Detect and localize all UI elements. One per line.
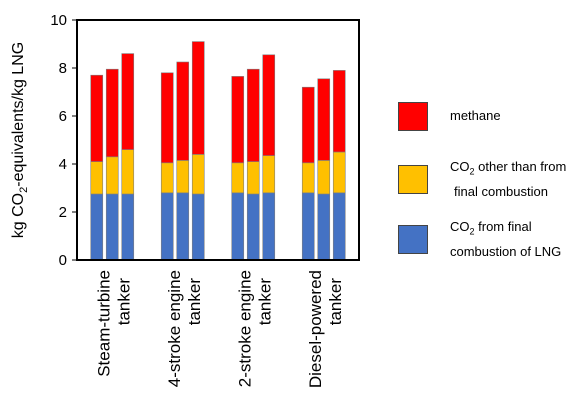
bar-segment-methane bbox=[246, 68, 260, 162]
bar-segment-co2-other bbox=[176, 160, 190, 194]
category-label: Diesel-poweredtanker bbox=[306, 270, 345, 388]
bars-group bbox=[90, 41, 346, 261]
bar-segment-co2-other bbox=[317, 160, 331, 195]
y-axis-label: kg CO2-equivalents/kg LNG bbox=[10, 42, 30, 238]
bar-segment-methane bbox=[105, 68, 119, 158]
bar-segment-co2-final bbox=[301, 192, 315, 261]
category-label-line1: Diesel-powered bbox=[306, 270, 325, 388]
bar-segment-co2-final bbox=[332, 192, 346, 261]
category-label: 4-stroke enginetanker bbox=[165, 270, 204, 387]
legend-co2-final-post: from final bbox=[474, 219, 532, 234]
bar-segment-co2-other bbox=[105, 156, 119, 195]
bar-segment-co2-final bbox=[231, 192, 245, 261]
bar-segment-methane bbox=[191, 41, 205, 155]
category-label: 2-stroke enginetanker bbox=[235, 270, 274, 387]
plot-frame bbox=[76, 19, 360, 261]
bar-segment-co2-final bbox=[317, 193, 331, 261]
legend-label-co2-other: CO2 other than from final combustion bbox=[450, 157, 584, 202]
bar-segment-methane bbox=[231, 76, 245, 164]
bar-segment-methane bbox=[332, 70, 346, 153]
legend-swatch-co2-other bbox=[398, 165, 428, 194]
bar-segment-co2-final bbox=[176, 192, 190, 261]
category-label-line1: 4-stroke engine bbox=[165, 270, 184, 387]
y-tick-label: 10 bbox=[50, 12, 67, 29]
bar-segment-methane bbox=[160, 72, 174, 164]
bar-segment-methane bbox=[262, 54, 276, 156]
legend-label-methane: methane bbox=[450, 106, 584, 126]
legend-methane-text: methane bbox=[450, 108, 501, 123]
legend-swatch-co2-final bbox=[398, 225, 428, 254]
bar-segment-co2-final bbox=[262, 192, 276, 261]
y-tick-label: 4 bbox=[59, 156, 67, 173]
legend-co2-other-pre: CO bbox=[450, 159, 470, 174]
category-label-line1: Steam-turbine bbox=[94, 270, 113, 377]
legend-co2-other-post: other than from bbox=[474, 159, 567, 174]
bar-segment-co2-other bbox=[160, 162, 174, 194]
category-label: Steam-turbinetanker bbox=[94, 270, 133, 377]
bar-segment-co2-final bbox=[191, 193, 205, 261]
bar-segment-co2-final bbox=[105, 193, 119, 261]
category-label-line2: tanker bbox=[326, 278, 345, 326]
bar-segment-methane bbox=[90, 74, 104, 162]
category-label-line2: tanker bbox=[255, 278, 274, 326]
bar-segment-co2-other bbox=[262, 155, 276, 194]
bar-segment-co2-other bbox=[121, 149, 135, 195]
legend-label-co2-final: CO2 from final combustion of LNG bbox=[450, 217, 584, 262]
bar-segment-co2-final bbox=[160, 192, 174, 261]
bar-segment-methane bbox=[301, 86, 315, 164]
bar-segment-co2-other bbox=[191, 154, 205, 195]
bar-segment-methane bbox=[317, 78, 331, 161]
bar-segment-methane bbox=[121, 53, 135, 150]
bar-segment-methane bbox=[176, 61, 190, 161]
bar-segment-co2-other bbox=[246, 161, 260, 195]
bar-segment-co2-final bbox=[246, 193, 260, 261]
bar-segment-co2-other bbox=[90, 161, 104, 195]
y-tick-label: 0 bbox=[59, 252, 67, 269]
legend-co2-other-sub: 2 bbox=[469, 166, 475, 177]
category-label-line1: 2-stroke engine bbox=[235, 270, 254, 387]
y-tick-label: 8 bbox=[59, 60, 67, 77]
legend-co2-final-sub: 2 bbox=[469, 226, 475, 237]
bar-segment-co2-other bbox=[332, 151, 346, 194]
y-tick-label: 2 bbox=[59, 204, 67, 221]
category-label-line2: tanker bbox=[185, 278, 204, 326]
category-labels-group: Steam-turbinetanker 4-stroke enginetanker… bbox=[94, 270, 345, 388]
legend-co2-other-line2: final combustion bbox=[454, 183, 548, 199]
y-ticks-group: 0 2 4 6 8 10 bbox=[50, 12, 77, 269]
bar-segment-co2-final bbox=[121, 193, 135, 261]
bar-segment-co2-other bbox=[231, 162, 245, 194]
legend-swatch-methane bbox=[398, 102, 428, 131]
legend-co2-final-pre: CO bbox=[450, 219, 470, 234]
category-label-line2: tanker bbox=[114, 278, 133, 326]
legend-co2-final-line2: combustion of LNG bbox=[450, 243, 562, 259]
bar-segment-co2-other bbox=[301, 162, 315, 194]
y-tick-label: 6 bbox=[59, 108, 67, 125]
bar-segment-co2-final bbox=[90, 193, 104, 261]
